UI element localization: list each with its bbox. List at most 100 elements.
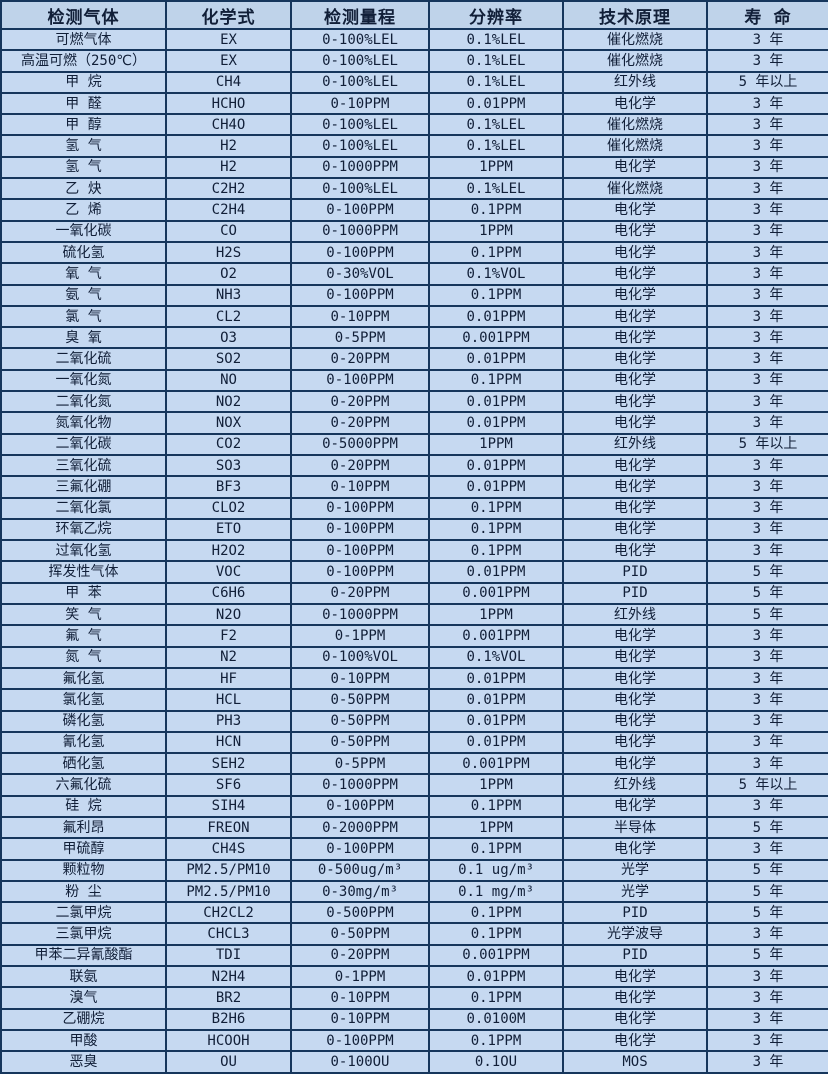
formula-cell: N2H4 — [165, 965, 292, 989]
table-row: 乙 炔 C2H2 0-100%LEL 0.1%LEL 催化燃烧 3 年 — [0, 177, 828, 201]
principle-cell: 电化学 — [562, 965, 708, 989]
lifespan-cell: 5 年 — [706, 858, 828, 882]
lifespan-cell: 3 年 — [706, 390, 828, 414]
table-body: 可燃气体 EX 0-100%LEL 0.1%LEL 催化燃烧 3 年高温可燃（250℃） E… — [0, 27, 828, 1074]
gas-cell: 氮氧化物 — [0, 411, 167, 435]
resolution-cell: 0.01PPM — [428, 666, 564, 691]
resolution-cell: 0.01PPM — [428, 730, 564, 755]
range-cell: 0-100%LEL — [290, 134, 430, 158]
lifespan-cell: 3 年 — [706, 283, 828, 307]
resolution-cell: 0.01PPM — [428, 965, 564, 989]
formula-cell: B2H6 — [165, 1007, 292, 1031]
formula-cell: NO — [165, 368, 292, 393]
gas-cell: 氮 气 — [0, 645, 167, 669]
principle-cell: 催化燃烧 — [562, 134, 708, 158]
gas-cell: 恶臭 — [0, 1050, 167, 1074]
gas-cell: 二氯甲烷 — [0, 901, 167, 925]
range-cell: 0-10PPM — [290, 304, 430, 329]
formula-cell: HCOOH — [165, 1028, 292, 1053]
gas-cell: 联氨 — [0, 965, 167, 989]
formula-cell: BF3 — [165, 475, 292, 499]
resolution-cell: 0.1%LEL — [428, 177, 564, 201]
resolution-cell: 0.1PPM — [428, 283, 564, 307]
column-header-formula: 化学式 — [165, 0, 292, 30]
range-cell: 0-100PPM — [290, 368, 430, 393]
resolution-cell: 0.1PPM — [428, 240, 564, 265]
range-cell: 0-5PPM — [290, 752, 430, 776]
formula-cell: CO — [165, 219, 292, 243]
principle-cell: 电化学 — [562, 475, 708, 499]
table-row: 三氧化硫 SO3 0-20PPM 0.01PPM 电化学 3 年 — [0, 453, 828, 478]
principle-cell: 电化学 — [562, 688, 708, 712]
principle-cell: 电化学 — [562, 794, 708, 818]
principle-cell: PID — [562, 901, 708, 925]
resolution-cell: 1PPM — [428, 603, 564, 627]
principle-cell: 电化学 — [562, 91, 708, 116]
table-row: 甲苯二异氰酸酯 TDI 0-20PPM 0.001PPM PID 5 年 — [0, 943, 828, 968]
table-row: 溴气 BR2 0-10PPM 0.1PPM 电化学 3 年 — [0, 986, 828, 1010]
lifespan-cell: 3 年 — [706, 624, 828, 648]
gas-cell: 二氧化氮 — [0, 390, 167, 414]
gas-cell: 甲 苯 — [0, 581, 167, 606]
resolution-cell: 0.01PPM — [428, 709, 564, 733]
resolution-cell: 0.01PPM — [428, 560, 564, 584]
lifespan-cell: 3 年 — [706, 752, 828, 776]
table-row: 二氧化氮 NO2 0-20PPM 0.01PPM 电化学 3 年 — [0, 390, 828, 414]
principle-cell: PID — [562, 581, 708, 606]
principle-cell: 电化学 — [562, 539, 708, 563]
formula-cell: CLO2 — [165, 496, 292, 520]
column-header-principle: 技术原理 — [562, 0, 708, 30]
gas-cell: 硅 烷 — [0, 794, 167, 818]
lifespan-cell: 5 年以上 — [706, 70, 828, 94]
column-header-range: 检测量程 — [290, 0, 430, 30]
table-row: 恶臭 OU 0-100OU 0.1OU MOS 3 年 — [0, 1050, 828, 1074]
formula-cell: SO2 — [165, 347, 292, 371]
table-row: 二氯甲烷 CH2CL2 0-500PPM 0.1PPM PID 5 年 — [0, 901, 828, 925]
column-header-gas: 检测气体 — [0, 0, 167, 30]
principle-cell: 电化学 — [562, 709, 708, 733]
resolution-cell: 0.1PPM — [428, 837, 564, 861]
formula-cell: F2 — [165, 624, 292, 648]
formula-cell: NO2 — [165, 390, 292, 414]
lifespan-cell: 3 年 — [706, 219, 828, 243]
gas-cell: 二氧化碳 — [0, 432, 167, 456]
resolution-cell: 0.01PPM — [428, 91, 564, 116]
table-row: 乙硼烷 B2H6 0-10PPM 0.0100M 电化学 3 年 — [0, 1007, 828, 1031]
formula-cell: SF6 — [165, 773, 292, 797]
range-cell: 0-100PPM — [290, 198, 430, 222]
lifespan-cell: 3 年 — [706, 965, 828, 989]
lifespan-cell: 5 年以上 — [706, 432, 828, 456]
principle-cell: PID — [562, 943, 708, 968]
range-cell: 0-10PPM — [290, 986, 430, 1010]
formula-cell: N2 — [165, 645, 292, 669]
formula-cell: NOX — [165, 411, 292, 435]
formula-cell: CO2 — [165, 432, 292, 456]
resolution-cell: 0.1PPM — [428, 794, 564, 818]
column-header-resolution: 分辨率 — [428, 0, 564, 30]
principle-cell: 电化学 — [562, 986, 708, 1010]
formula-cell: CH2CL2 — [165, 901, 292, 925]
principle-cell: PID — [562, 560, 708, 584]
range-cell: 0-20PPM — [290, 347, 430, 371]
gas-cell: 乙 烯 — [0, 198, 167, 222]
range-cell: 0-50PPM — [290, 688, 430, 712]
resolution-cell: 0.1%LEL — [428, 134, 564, 158]
formula-cell: C2H2 — [165, 177, 292, 201]
principle-cell: 光学 — [562, 858, 708, 882]
formula-cell: PM2.5/PM10 — [165, 879, 292, 904]
gas-cell: 三氯甲烷 — [0, 922, 167, 946]
principle-cell: 电化学 — [562, 390, 708, 414]
lifespan-cell: 3 年 — [706, 262, 828, 286]
lifespan-cell: 3 年 — [706, 986, 828, 1010]
gas-cell: 氨 气 — [0, 283, 167, 307]
principle-cell: 电化学 — [562, 262, 708, 286]
principle-cell: 电化学 — [562, 347, 708, 371]
range-cell: 0-1PPM — [290, 624, 430, 648]
resolution-cell: 0.001PPM — [428, 752, 564, 776]
formula-cell: HF — [165, 666, 292, 691]
resolution-cell: 1PPM — [428, 773, 564, 797]
formula-cell: CL2 — [165, 304, 292, 329]
formula-cell: PM2.5/PM10 — [165, 858, 292, 882]
gas-cell: 过氧化氢 — [0, 539, 167, 563]
gas-cell: 三氟化硼 — [0, 475, 167, 499]
